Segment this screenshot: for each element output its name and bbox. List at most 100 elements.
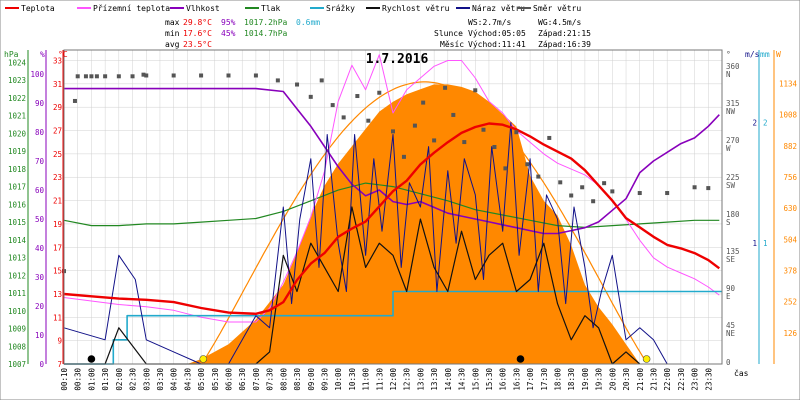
- axis-tick-time: 09:00: [307, 368, 316, 391]
- axis-tick-time: 20:30: [622, 368, 631, 391]
- legend: Teplota Přízemní teplota Vlhkost Tlak Srážky…: [5, 4, 581, 13]
- axis-tick-degc: 9: [57, 337, 62, 346]
- axis-tick-degc: 25: [53, 150, 62, 159]
- axis-tick-deg: 135: [726, 247, 740, 256]
- series-temperature: [63, 122, 721, 315]
- stats-min-hum: 45%: [221, 29, 236, 38]
- wind-direction-point: [377, 90, 382, 95]
- stats-max-label: max: [165, 18, 180, 27]
- sun-rise: Východ:05:05: [468, 29, 526, 38]
- axis-tick-time: 12:30: [403, 368, 412, 391]
- axis-tick-hpa: 1020: [8, 129, 27, 138]
- stats-min-press: 1014.7hPa: [244, 29, 288, 38]
- axis-tick-deg: 180: [726, 210, 740, 219]
- wind-direction-point: [144, 73, 149, 78]
- series-pressure: [63, 182, 720, 228]
- axis-tick-time: 08:00: [279, 368, 288, 391]
- axis-tick-hpa: 1022: [8, 94, 26, 103]
- wind-direction-point: [421, 100, 426, 105]
- axis-tick-time: 03:00: [142, 368, 151, 391]
- axis-unit-pct: %: [40, 50, 45, 59]
- axis-tick-degc: 31: [53, 80, 62, 89]
- axis-tick-dir: N: [726, 70, 731, 79]
- axis-tick-time: 10:30: [348, 368, 357, 391]
- axis-tick-degc: 13: [53, 290, 62, 299]
- wind-direction-point: [706, 186, 711, 191]
- axis-tick-time: 20:00: [608, 368, 617, 391]
- wind-direction-point: [226, 73, 231, 78]
- sun-area: [187, 81, 646, 365]
- axis-tick-degc: 7: [57, 360, 62, 369]
- axis-tick-pct: 10: [35, 331, 45, 340]
- axis-tick-degc: 29: [53, 103, 62, 112]
- wind-direction-point: [341, 115, 346, 120]
- wind-direction-point: [443, 85, 448, 90]
- axis-tick-time: 05:30: [211, 368, 220, 391]
- wind-direction-point: [610, 189, 615, 194]
- stats-min-label: min: [165, 29, 180, 38]
- axis-tick-hpa: 1018: [8, 165, 27, 174]
- plot-frame: [63, 49, 723, 365]
- legend-label: Vlhkost: [186, 4, 220, 13]
- axis-tick-time: 23:30: [704, 368, 713, 391]
- moon-set: Západ:16:39: [538, 40, 591, 49]
- axis-tick-time: 11:30: [375, 368, 384, 391]
- axis-tick-pct: 90: [35, 99, 45, 108]
- axis-tick-pct: 20: [35, 302, 45, 311]
- axis-tick-time: 16:30: [512, 368, 521, 391]
- axis-tick-wm: 252: [783, 298, 797, 307]
- axis-unit-deg: °: [726, 50, 731, 59]
- axis-tick-time: 04:30: [183, 368, 192, 391]
- axis-tick-pct: 70: [35, 157, 45, 166]
- axis-tick-deg: 270: [726, 136, 740, 145]
- axis-tick-wm: 630: [783, 204, 797, 213]
- axis-unit-hpa: hPa: [4, 50, 19, 59]
- axis-tick-hpa: 1013: [8, 254, 26, 263]
- x-axis-label: čas: [734, 368, 749, 378]
- axis-tick-time: 14:00: [444, 368, 453, 391]
- axis-tick-degc: 23: [53, 173, 62, 182]
- axis-tick-time: 13:30: [430, 368, 439, 391]
- axis-tick-time: 18:30: [567, 368, 576, 391]
- axis-tick-pct: 80: [35, 128, 45, 137]
- legend-label: Teplota: [21, 4, 55, 13]
- wind-direction-point: [308, 94, 313, 99]
- axis-tick-wm: 378: [783, 266, 797, 275]
- solar-radiation-area: [187, 84, 640, 365]
- axis-tick-time: 07:00: [252, 368, 261, 391]
- axis-tick-time: 04:00: [170, 368, 179, 391]
- wind-direction-point: [525, 162, 530, 167]
- axis-tick-time: 13:00: [416, 368, 425, 391]
- stats-min-temp: 17.6°C: [183, 29, 212, 38]
- axis-tick-time: 21:30: [649, 368, 658, 391]
- axis-tick-hpa: 1007: [8, 360, 26, 369]
- axis-tick-degc: 11: [53, 313, 62, 322]
- axis-tick-deg: 90: [726, 284, 736, 293]
- legend-label: Rychlost větru: [382, 4, 450, 13]
- axis-tick-hpa: 1023: [8, 76, 26, 85]
- axis-tick-time: 07:30: [266, 368, 275, 391]
- axis-tick-wm: 1008: [779, 111, 798, 120]
- axis-tick-dir: SW: [726, 181, 736, 190]
- axis-unit-mm: mm: [760, 50, 770, 59]
- axis-tick-deg: 0: [726, 358, 731, 367]
- wind-direction-point: [637, 191, 642, 196]
- axis-tick-time: 00:30: [74, 368, 83, 391]
- axis-tick-deg: 360: [726, 62, 740, 71]
- axis-tick-deg: 315: [726, 99, 740, 108]
- axis-tick-dir: SE: [726, 255, 736, 264]
- axis-tick-time: 01:00: [87, 368, 96, 391]
- axis-tick-time: 09:30: [320, 368, 329, 391]
- wind-direction-point: [451, 112, 456, 117]
- moon-label: Měsíc: [440, 40, 464, 49]
- wind-direction-point: [94, 74, 99, 79]
- wind-speed-info: WS:2.7m/s: [468, 18, 512, 27]
- axis-tick-time: 18:00: [554, 368, 563, 391]
- axis-tick-hpa: 1015: [8, 218, 26, 227]
- stats-max-press: 1017.2hPa: [244, 18, 288, 27]
- axis-tick-hpa: 1014: [8, 236, 27, 245]
- sunrise-marker: [199, 355, 208, 363]
- axis-tick-time: 01:30: [101, 368, 110, 391]
- legend-label: Směr větru: [533, 4, 581, 13]
- axis-tick-mm: 2: [763, 118, 768, 127]
